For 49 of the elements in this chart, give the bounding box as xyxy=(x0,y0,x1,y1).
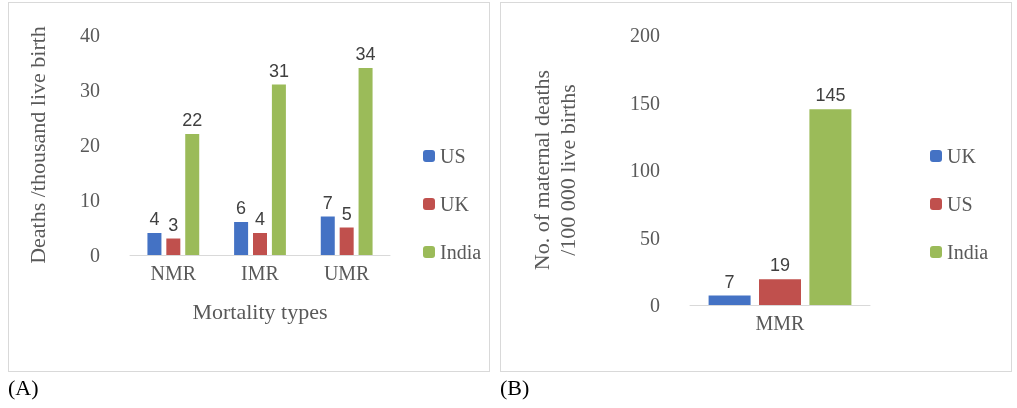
legend-label: US xyxy=(947,193,973,215)
legend-label: India xyxy=(947,241,989,263)
data-label: 4 xyxy=(254,209,266,229)
data-label: 19 xyxy=(769,255,791,276)
legend-label: UK xyxy=(440,193,470,215)
x-tick-label: MMR xyxy=(755,312,806,334)
y-tick-label: 40 xyxy=(80,24,100,46)
y-tick-label: 10 xyxy=(80,189,100,211)
bar xyxy=(759,279,801,305)
bar xyxy=(234,222,249,255)
data-label: 4 xyxy=(149,209,160,229)
y-tick-label: 30 xyxy=(80,79,100,101)
bar xyxy=(708,295,751,305)
legend-label: US xyxy=(440,145,466,167)
bar xyxy=(253,233,267,255)
y-tick-label: 20 xyxy=(80,134,100,156)
bar xyxy=(166,238,181,255)
text: (B) xyxy=(500,374,530,400)
y-tick-label: 50 xyxy=(640,226,660,249)
y-tick-label: 150 xyxy=(630,91,660,114)
data-label: 34 xyxy=(355,44,376,64)
legend-label: UK xyxy=(947,145,977,167)
data-label: 7 xyxy=(322,192,333,213)
y-tick-label: 200 xyxy=(630,24,660,46)
bar xyxy=(809,109,852,305)
x-axis-title: Mortality types xyxy=(192,298,328,324)
bar xyxy=(358,68,373,255)
data-label: 3 xyxy=(168,214,179,235)
data-label: 22 xyxy=(182,110,203,130)
data-label: 5 xyxy=(341,203,352,224)
y-axis-title: Deaths /thousand live birth xyxy=(24,26,50,264)
bar xyxy=(185,134,200,255)
legend-label: India xyxy=(440,241,482,263)
y-tick-label: 0 xyxy=(650,294,660,316)
y-tick-label: 100 xyxy=(630,159,660,181)
text: (A) xyxy=(8,374,39,400)
x-tick-label: IMR xyxy=(241,262,280,284)
bar xyxy=(147,233,162,255)
y-axis-title: No. of maternal deaths /100 000 live births xyxy=(528,69,580,271)
data-label: 7 xyxy=(724,271,735,292)
y-tick-label: 0 xyxy=(90,244,100,266)
bar xyxy=(271,84,286,255)
x-tick-label: UMR xyxy=(323,262,371,284)
bar xyxy=(339,227,354,255)
data-label: 6 xyxy=(236,198,247,218)
bar xyxy=(320,216,335,255)
x-tick-label: NMR xyxy=(150,262,197,284)
data-label: 31 xyxy=(268,60,289,81)
data-label: 145 xyxy=(815,85,846,106)
